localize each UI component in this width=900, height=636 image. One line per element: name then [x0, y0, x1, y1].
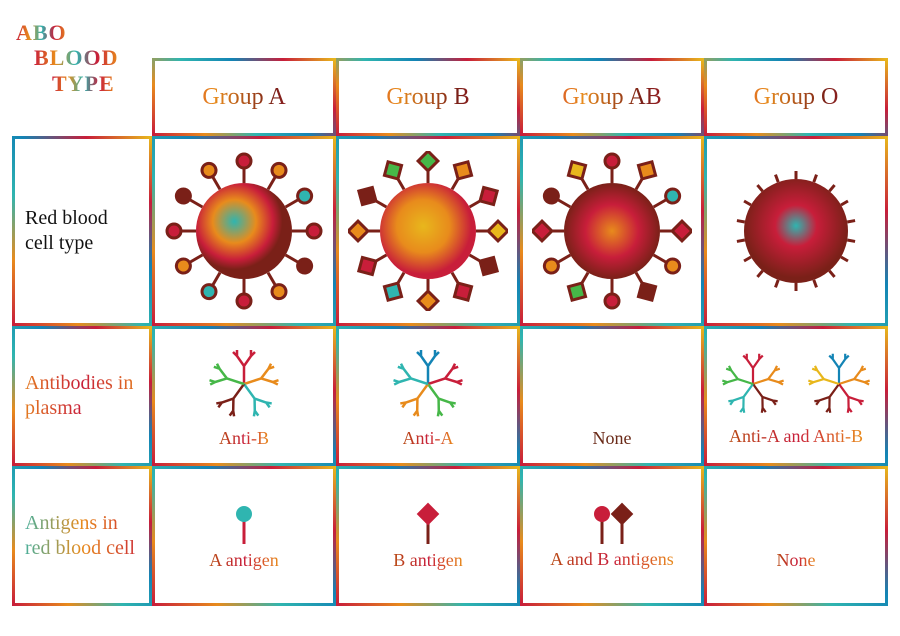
- antibody-a: Anti-B: [152, 326, 336, 466]
- antibody-ab: None: [520, 326, 704, 466]
- title-line-1: ABO: [16, 20, 67, 45]
- antibody-cluster-icon: [713, 346, 793, 422]
- col-header-ab: Group AB: [520, 58, 704, 136]
- spacer: [520, 18, 704, 58]
- col-header-o: Group O: [704, 58, 888, 136]
- spacer: [336, 18, 520, 58]
- title-line-3: TYPE: [52, 71, 115, 96]
- antibody-o: Anti-A and Anti-B: [704, 326, 888, 466]
- antigen-b-icon: [408, 502, 448, 546]
- row-label-antigens: Antigens in red blood cell: [12, 466, 152, 606]
- antigen-a-icon: [224, 502, 264, 546]
- rbc-a-icon: [164, 151, 324, 311]
- antibody-cluster-icon: [799, 346, 879, 422]
- antibody-cluster-icon: [199, 344, 289, 424]
- rbc-ab-icon: [532, 151, 692, 311]
- antigen-o-label: None: [777, 550, 816, 571]
- spacer: [704, 18, 888, 58]
- antibody-a-label: Anti-B: [219, 428, 269, 449]
- antibody-b: Anti-A: [336, 326, 520, 466]
- col-header-b: Group B: [336, 58, 520, 136]
- rbc-a: [152, 136, 336, 326]
- antibody-ab-label: None: [593, 428, 632, 449]
- antigen-a: A antigen: [152, 466, 336, 606]
- rbc-b: [336, 136, 520, 326]
- blood-type-table: ABO BLOOD TYPE Group A Group B Group AB …: [12, 18, 888, 624]
- antigen-b-label: B antigen: [393, 550, 463, 571]
- row-label-rbc: Red blood cell type: [12, 136, 152, 326]
- antigen-ab: A and B antigens: [520, 466, 704, 606]
- rbc-o-icon: [726, 161, 866, 301]
- row-label-antibodies: Antibodies in plasma: [12, 326, 152, 466]
- title-block: ABO BLOOD TYPE: [12, 18, 152, 136]
- antigen-ab-icon: [582, 502, 642, 546]
- antigen-o: None: [704, 466, 888, 606]
- antigen-b: B antigen: [336, 466, 520, 606]
- rbc-o: [704, 136, 888, 326]
- antigen-a-label: A antigen: [209, 550, 279, 571]
- antibody-o-label: Anti-A and Anti-B: [729, 426, 863, 447]
- antigen-ab-label: A and B antigens: [550, 550, 674, 570]
- antibody-cluster-icon: [383, 344, 473, 424]
- antibody-b-label: Anti-A: [403, 428, 454, 449]
- title-line-2: BLOOD: [34, 45, 118, 70]
- rbc-b-icon: [348, 151, 508, 311]
- spacer: [152, 18, 336, 58]
- rbc-ab: [520, 136, 704, 326]
- col-header-a: Group A: [152, 58, 336, 136]
